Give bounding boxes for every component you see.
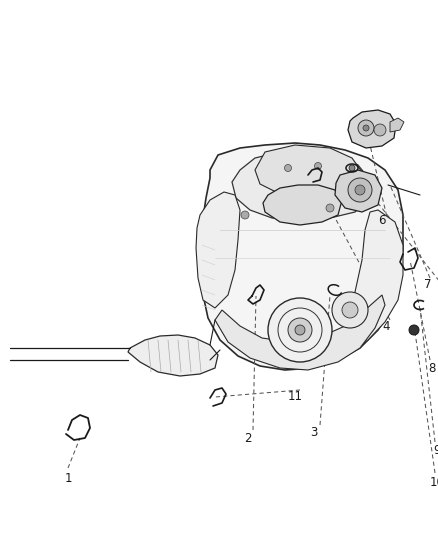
Text: 4: 4	[382, 319, 390, 333]
Polygon shape	[390, 118, 404, 132]
Polygon shape	[128, 335, 218, 376]
Circle shape	[285, 165, 292, 172]
Circle shape	[409, 325, 419, 335]
Text: 2: 2	[244, 432, 252, 445]
Text: 8: 8	[428, 361, 436, 375]
Circle shape	[241, 211, 249, 219]
Polygon shape	[348, 110, 396, 148]
Text: 3: 3	[310, 425, 318, 439]
Circle shape	[348, 178, 372, 202]
Circle shape	[342, 302, 358, 318]
Circle shape	[349, 165, 355, 171]
Polygon shape	[345, 210, 403, 350]
Polygon shape	[255, 145, 362, 195]
Text: 7: 7	[424, 278, 432, 290]
Polygon shape	[232, 150, 370, 220]
Circle shape	[363, 125, 369, 131]
Text: 1: 1	[64, 472, 72, 484]
Polygon shape	[200, 143, 403, 370]
Text: 11: 11	[287, 390, 303, 402]
Polygon shape	[215, 295, 385, 370]
Polygon shape	[196, 192, 240, 308]
Circle shape	[268, 298, 332, 362]
Circle shape	[326, 204, 334, 212]
Circle shape	[295, 325, 305, 335]
Circle shape	[288, 318, 312, 342]
Circle shape	[314, 163, 321, 169]
Text: 6: 6	[378, 214, 386, 227]
Text: 10: 10	[430, 475, 438, 489]
Circle shape	[374, 124, 386, 136]
Circle shape	[332, 292, 368, 328]
Polygon shape	[335, 170, 382, 212]
Circle shape	[355, 185, 365, 195]
Polygon shape	[263, 185, 342, 225]
Circle shape	[358, 120, 374, 136]
Text: 9: 9	[433, 443, 438, 456]
